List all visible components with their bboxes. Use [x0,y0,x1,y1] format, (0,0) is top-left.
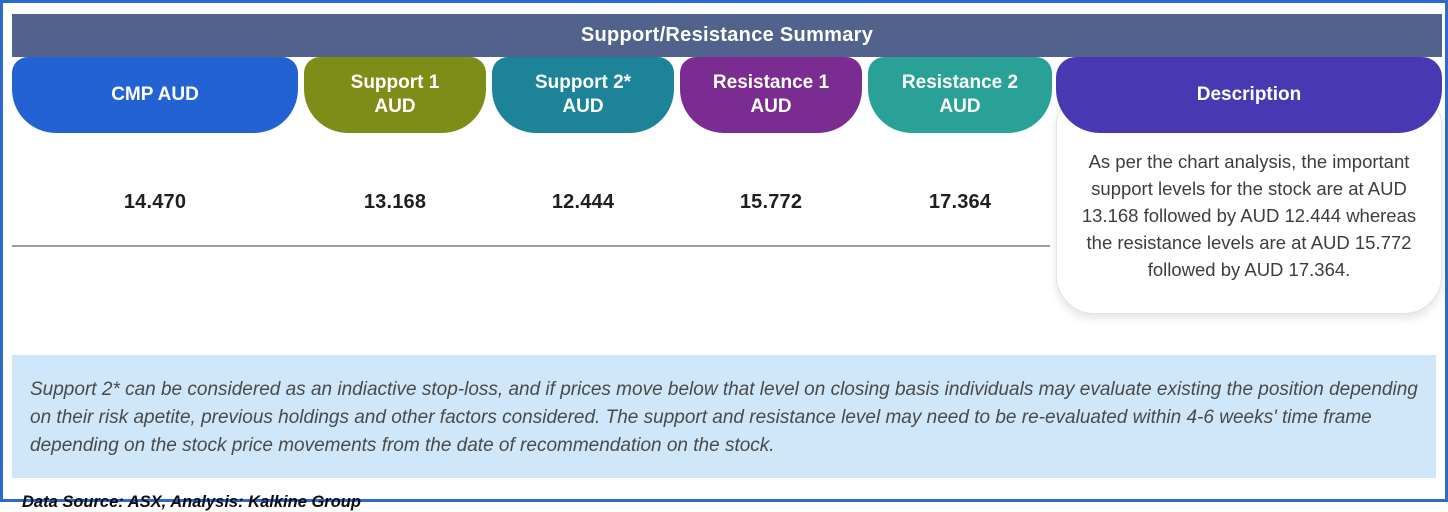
column-header-label: Support 2* [534,72,632,93]
table-title-bar: Support/Resistance Summary [12,14,1442,57]
column-header-resistance2: Resistance 2 AUD [868,57,1052,133]
divider-line [12,245,1050,247]
disclaimer-box: Support 2* can be considered as an india… [12,355,1436,478]
column-header-label: Resistance 2 [901,72,1019,93]
column-header-label: CMP AUD [111,84,199,105]
summary-table: CMP AUD Support 1 AUD Support 2* AUD Res… [12,57,1442,314]
disclaimer-text: Support 2* can be considered as an india… [30,379,1418,456]
table-title: Support/Resistance Summary [580,24,874,46]
column-header-row: CMP AUD Support 1 AUD Support 2* AUD Res… [12,57,1052,133]
column-header-label: Support 1 [350,72,440,93]
value-support1: 13.168 [363,191,427,213]
description-text: As per the chart analysis, the important… [1081,151,1417,280]
description-card: As per the chart analysis, the important… [1056,101,1442,314]
data-source-note: Data Source: ASX, Analysis: Kalkine Grou… [22,493,361,511]
column-header-resistance1: Resistance 1 AUD [680,57,862,133]
table-left-section: CMP AUD Support 1 AUD Support 2* AUD Res… [12,57,1052,314]
values-row: 14.470 13.168 12.444 15.772 17.364 [12,133,1052,245]
column-header-cmp: CMP AUD [12,57,298,133]
column-header-sublabel: AUD [374,96,416,117]
column-header-label: Resistance 1 [712,72,830,93]
description-header-label: Description [1196,84,1302,105]
description-column: Description As per the chart analysis, t… [1056,57,1442,314]
column-header-support1: Support 1 AUD [304,57,486,133]
column-header-sublabel: AUD [562,96,604,117]
value-cmp: 14.470 [123,191,187,213]
value-resistance2: 17.364 [928,191,992,213]
value-support2: 12.444 [551,191,615,213]
description-header-pill: Description [1056,57,1442,133]
column-header-sublabel: AUD [750,96,792,117]
column-header-sublabel: AUD [939,96,981,117]
column-header-support2: Support 2* AUD [492,57,674,133]
value-resistance1: 15.772 [739,191,803,213]
